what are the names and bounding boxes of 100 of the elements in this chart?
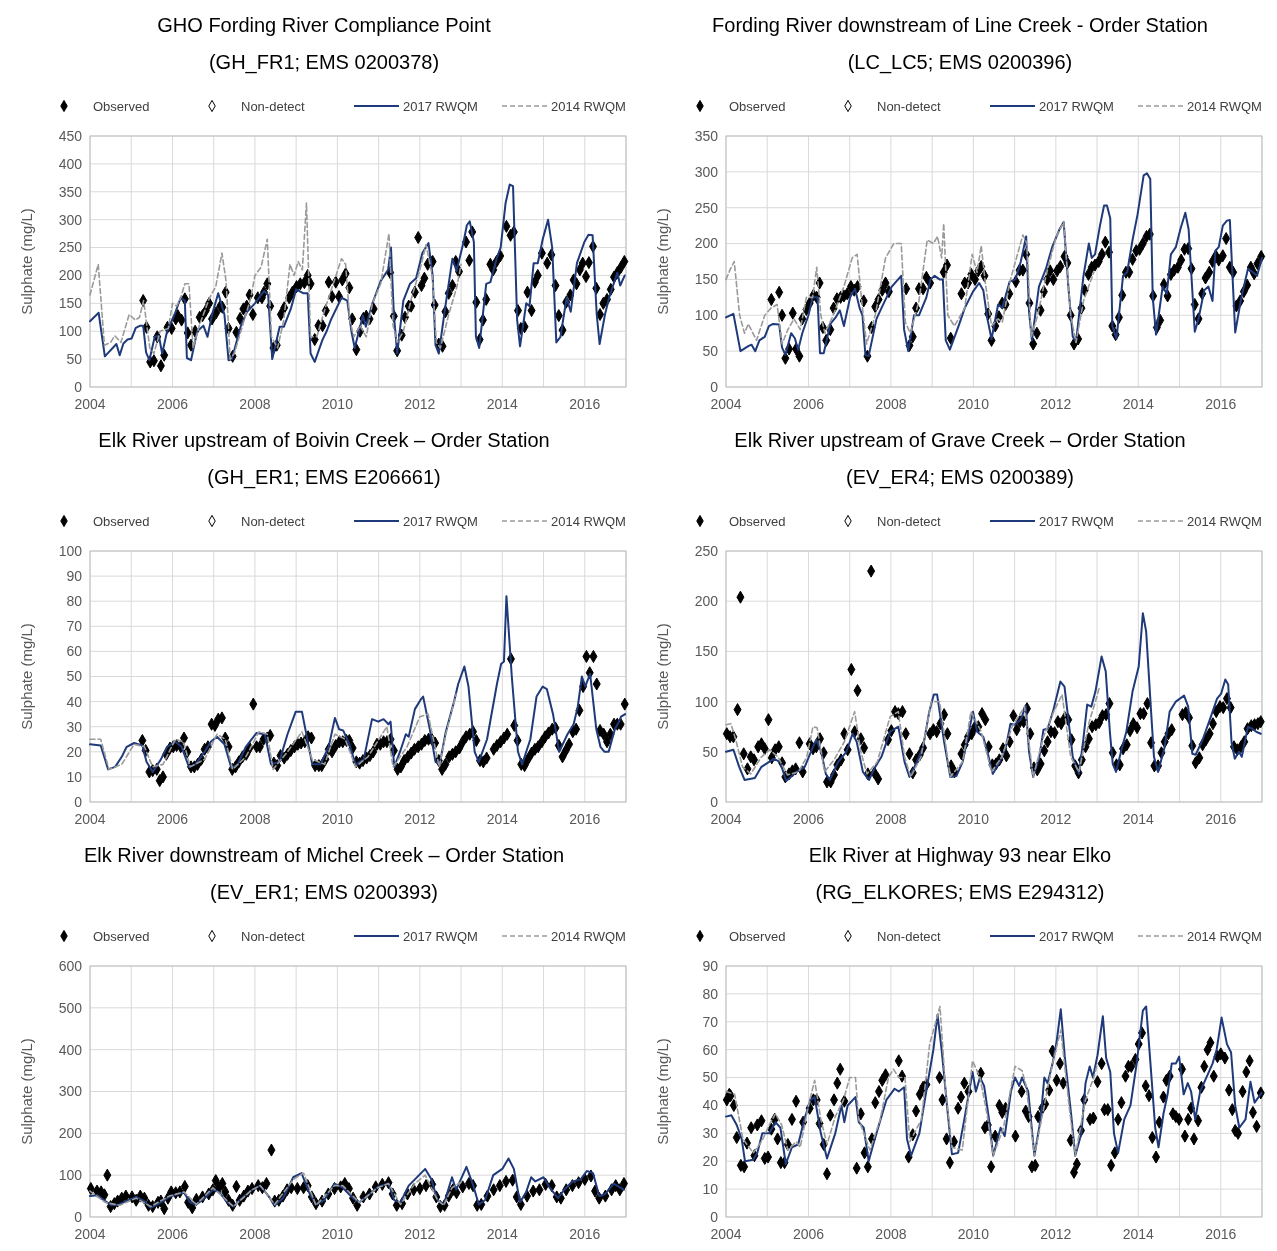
legend-label: 2014 RWQM bbox=[1187, 98, 1262, 114]
y-tick-label: 300 bbox=[694, 163, 719, 180]
y-tick-label: 100 bbox=[694, 307, 719, 324]
x-tick-label: 2016 bbox=[1205, 1226, 1237, 1242]
x-tick-label: 2006 bbox=[156, 1226, 189, 1242]
y-tick-label: 400 bbox=[58, 155, 83, 172]
y-tick-label: 20 bbox=[66, 743, 83, 760]
x-tick-label: 2012 bbox=[1040, 1226, 1072, 1242]
legend-label: Observed bbox=[93, 928, 150, 944]
legend-label: 2014 RWQM bbox=[551, 513, 626, 529]
x-tick-label: 2014 bbox=[486, 396, 519, 412]
y-tick-label: 200 bbox=[58, 267, 83, 284]
y-tick-label: 150 bbox=[694, 643, 719, 660]
y-tick-label: 60 bbox=[66, 643, 83, 660]
y-tick-label: 10 bbox=[66, 768, 83, 785]
y-tick-label: 150 bbox=[58, 295, 83, 312]
legend-label: 2017 RWQM bbox=[1039, 98, 1114, 114]
legend-label: 2017 RWQM bbox=[1039, 928, 1114, 944]
chart-title: Elk River upstream of Grave Creek – Order Station bbox=[734, 429, 1186, 451]
x-tick-label: 2004 bbox=[74, 1226, 106, 1242]
legend-label: Observed bbox=[729, 928, 786, 944]
x-tick-label: 2012 bbox=[1040, 396, 1072, 412]
y-tick-label: 500 bbox=[58, 999, 83, 1016]
legend-label: Observed bbox=[93, 513, 150, 529]
x-tick-label: 2004 bbox=[74, 396, 106, 412]
y-tick-label: 80 bbox=[66, 593, 83, 610]
x-tick-label: 2016 bbox=[569, 811, 601, 827]
y-tick-label: 80 bbox=[702, 985, 719, 1002]
legend-label: Observed bbox=[729, 98, 786, 114]
chart-subtitle: (LC_LC5; EMS 0200396) bbox=[847, 51, 1073, 74]
x-tick-label: 2008 bbox=[875, 396, 907, 412]
legend-label: Non-detect bbox=[877, 98, 941, 114]
x-tick-label: 2014 bbox=[486, 1226, 519, 1242]
legend-label: 2014 RWQM bbox=[551, 98, 626, 114]
x-tick-label: 2006 bbox=[156, 811, 189, 827]
x-tick-label: 2006 bbox=[792, 396, 825, 412]
y-tick-label: 50 bbox=[702, 343, 719, 360]
y-tick-label: 200 bbox=[694, 235, 719, 252]
x-tick-label: 2008 bbox=[239, 811, 271, 827]
y-tick-label: 0 bbox=[74, 793, 83, 810]
legend-label: Observed bbox=[93, 98, 150, 114]
y-tick-label: 400 bbox=[58, 1041, 83, 1058]
legend-label: Non-detect bbox=[241, 98, 305, 114]
y-tick-label: 100 bbox=[58, 323, 83, 340]
chart-title: Elk River at Highway 93 near Elko bbox=[808, 844, 1112, 866]
y-tick-label: 0 bbox=[74, 1208, 83, 1225]
x-tick-label: 2014 bbox=[1122, 811, 1155, 827]
y-tick-label: 50 bbox=[702, 743, 719, 760]
y-tick-label: 40 bbox=[702, 1097, 719, 1114]
y-tick-label: 0 bbox=[74, 378, 83, 395]
legend-label: Observed bbox=[729, 513, 786, 529]
y-tick-label: 70 bbox=[66, 618, 83, 635]
legend-label: Non-detect bbox=[241, 513, 305, 529]
y-tick-label: 0 bbox=[710, 793, 719, 810]
y-axis-title: Sulphate (mg/L) bbox=[654, 1038, 671, 1145]
x-tick-label: 2014 bbox=[486, 811, 519, 827]
x-tick-label: 2014 bbox=[1122, 1226, 1155, 1242]
chart-title: Elk River downstream of Michel Creek – Order Station bbox=[83, 844, 565, 866]
y-axis-title: Sulphate (mg/L) bbox=[18, 208, 35, 315]
y-tick-label: 0 bbox=[710, 1208, 719, 1225]
x-tick-label: 2004 bbox=[710, 811, 742, 827]
y-tick-label: 100 bbox=[694, 693, 719, 710]
x-tick-label: 2008 bbox=[875, 1226, 907, 1242]
x-tick-label: 2016 bbox=[1205, 396, 1237, 412]
legend-label: 2014 RWQM bbox=[551, 928, 626, 944]
x-tick-label: 2010 bbox=[957, 811, 990, 827]
legend-label: Non-detect bbox=[241, 928, 305, 944]
chart-subtitle: (EV_ER4; EMS 0200389) bbox=[846, 466, 1074, 489]
chart-subtitle: (RG_ELKORES; EMS E294312) bbox=[815, 881, 1105, 904]
legend-label: 2017 RWQM bbox=[403, 928, 478, 944]
y-axis-title: Sulphate (mg/L) bbox=[654, 623, 671, 730]
chart-title: GHO Fording River Compliance Point bbox=[157, 14, 492, 36]
y-tick-label: 30 bbox=[66, 718, 83, 735]
x-tick-label: 2016 bbox=[569, 396, 601, 412]
chart-title: Elk River upstream of Boivin Creek – Order Station bbox=[98, 429, 550, 451]
x-tick-label: 2008 bbox=[875, 811, 907, 827]
legend-label: 2017 RWQM bbox=[403, 513, 478, 529]
y-tick-label: 50 bbox=[66, 351, 83, 368]
y-tick-label: 60 bbox=[702, 1041, 719, 1058]
y-axis-title: Sulphate (mg/L) bbox=[18, 1038, 35, 1145]
y-tick-label: 250 bbox=[694, 542, 719, 559]
x-tick-label: 2006 bbox=[792, 1226, 825, 1242]
y-tick-label: 300 bbox=[58, 1083, 83, 1100]
y-tick-label: 70 bbox=[702, 1013, 719, 1030]
y-tick-label: 600 bbox=[58, 957, 83, 974]
legend-label: 2017 RWQM bbox=[403, 98, 478, 114]
legend-label: Non-detect bbox=[877, 513, 941, 529]
x-tick-label: 2012 bbox=[404, 811, 436, 827]
y-tick-label: 350 bbox=[694, 127, 719, 144]
x-tick-label: 2014 bbox=[1122, 396, 1155, 412]
y-tick-label: 200 bbox=[694, 593, 719, 610]
x-tick-label: 2012 bbox=[1040, 811, 1072, 827]
y-axis-title: Sulphate (mg/L) bbox=[18, 623, 35, 730]
chart-subtitle: (GH_FR1; EMS 0200378) bbox=[208, 51, 440, 74]
x-tick-label: 2016 bbox=[1205, 811, 1237, 827]
y-tick-label: 50 bbox=[66, 668, 83, 685]
x-tick-label: 2012 bbox=[404, 396, 436, 412]
y-tick-label: 300 bbox=[58, 211, 83, 228]
legend-label: 2014 RWQM bbox=[1187, 513, 1262, 529]
y-tick-label: 30 bbox=[702, 1125, 719, 1142]
